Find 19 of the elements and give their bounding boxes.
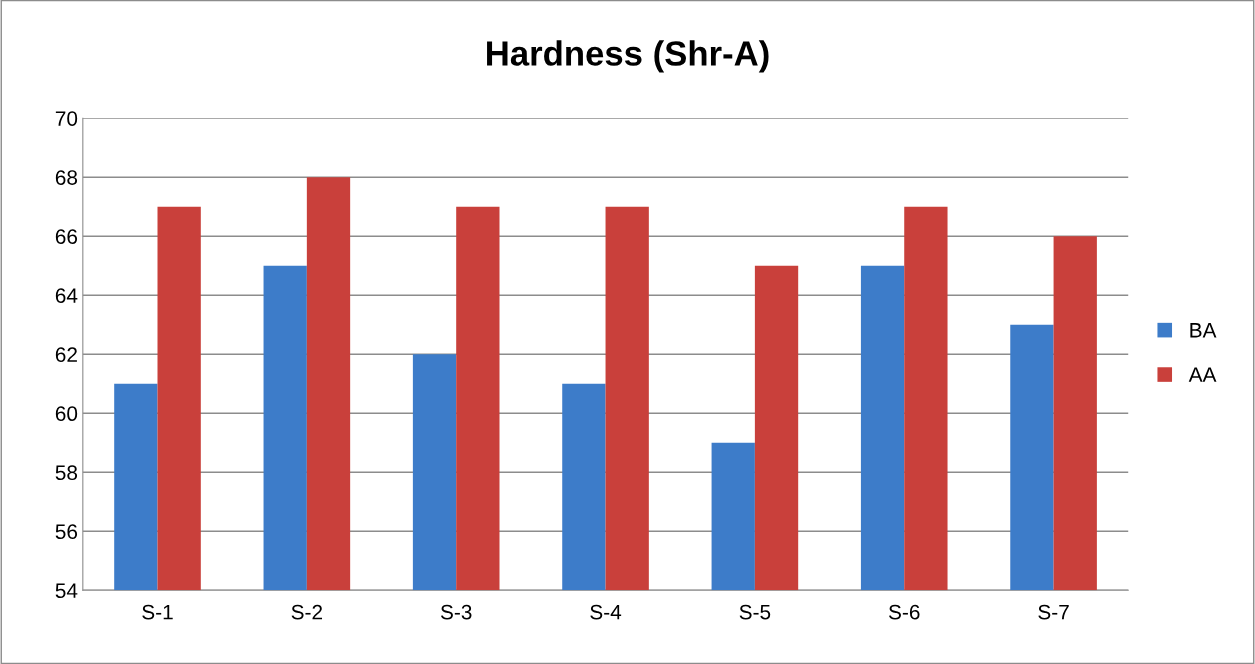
y-tick-label: 56 xyxy=(55,524,78,540)
x-tick-label: S-4 xyxy=(590,604,622,620)
legend-label: BA xyxy=(1190,323,1217,338)
y-tick-label: 54 xyxy=(55,583,78,599)
y-tick-label: 68 xyxy=(55,170,78,185)
x-tick-label: S-7 xyxy=(1038,604,1069,620)
y-tick-label: 70 xyxy=(55,111,78,126)
y-tick-label: 60 xyxy=(55,406,78,422)
chart-title: Hardness (Shr-A) xyxy=(487,40,769,73)
x-tick-label: S-2 xyxy=(291,604,323,620)
y-tick-label: 66 xyxy=(55,229,78,244)
x-tick-label: S-3 xyxy=(440,604,472,620)
y-tick-label: 64 xyxy=(55,288,78,303)
y-tick-label: 62 xyxy=(55,347,77,362)
x-tick-label: S-6 xyxy=(888,604,920,620)
x-tick-label: S-1 xyxy=(142,604,173,620)
x-tick-label: S-5 xyxy=(739,604,771,620)
y-tick-label: 58 xyxy=(55,465,78,481)
legend-label: AA xyxy=(1188,367,1217,382)
